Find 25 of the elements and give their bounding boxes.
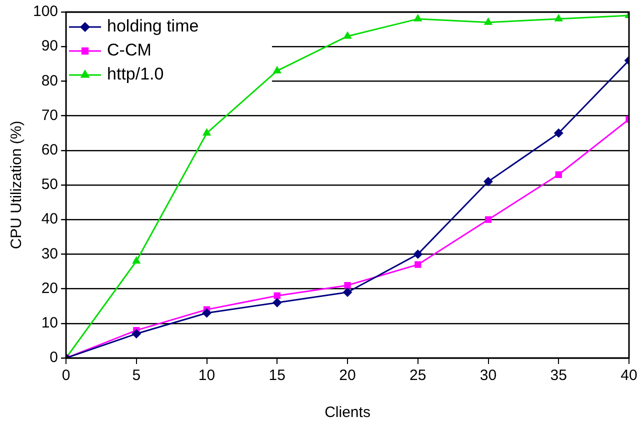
x-tick-label: 40 — [620, 367, 638, 384]
y-tick-label: 80 — [41, 72, 58, 90]
x-tick-label: 10 — [198, 367, 216, 384]
y-axis-title: CPU Utilization (%) — [8, 120, 26, 250]
x-tick-label: 0 — [62, 367, 70, 384]
y-tick-label: 40 — [41, 210, 58, 228]
y-tick-label: 90 — [41, 38, 58, 55]
y-tick-label: 0 — [50, 349, 58, 366]
x-tick-label: 35 — [550, 367, 567, 384]
y-tick-label: 20 — [41, 280, 58, 297]
legend-label: http/1.0 — [107, 64, 164, 84]
x-tick-label: 25 — [410, 367, 426, 384]
y-tick-label: 70 — [41, 106, 58, 124]
x-tick-label: 20 — [339, 367, 356, 384]
y-tick-label: 100 — [32, 3, 58, 20]
x-axis-title: Clients — [324, 404, 370, 422]
y-tick-label: 60 — [41, 142, 58, 159]
legend-label: C-CM — [107, 40, 152, 60]
y-tick-label: 10 — [41, 314, 58, 332]
legend-label: holding time — [107, 16, 199, 36]
x-tick-label: 30 — [480, 367, 497, 384]
y-tick-label: 30 — [41, 245, 58, 262]
y-tick-label: 50 — [41, 176, 58, 194]
x-tick-label: 5 — [132, 367, 141, 384]
x-tick-label: 15 — [268, 367, 286, 384]
